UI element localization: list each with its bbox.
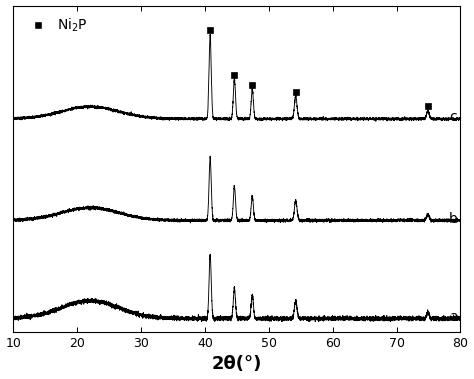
Text: a: a [449, 310, 457, 324]
Text: c: c [449, 110, 456, 124]
Legend: $\mathregular{Ni_2P}$: $\mathregular{Ni_2P}$ [20, 13, 91, 38]
Text: b: b [449, 212, 458, 226]
X-axis label: 2θ(°): 2θ(°) [212, 356, 262, 373]
